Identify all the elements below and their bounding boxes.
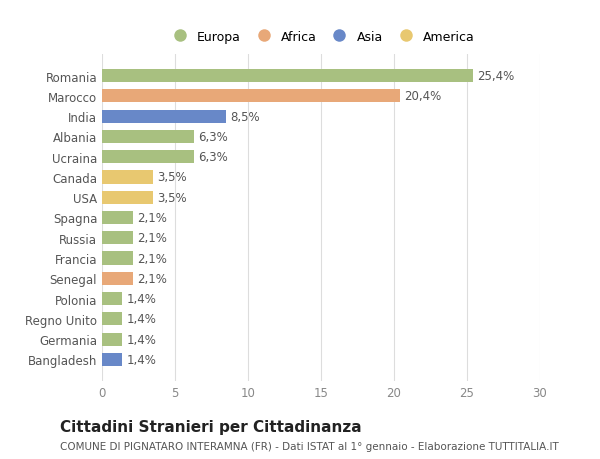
Text: 2,1%: 2,1%: [137, 232, 167, 245]
Bar: [102, 252, 133, 265]
Bar: [102, 90, 400, 103]
Bar: [102, 272, 133, 285]
Bar: [102, 110, 226, 123]
Text: 20,4%: 20,4%: [404, 90, 442, 103]
Bar: [102, 151, 194, 164]
Bar: [102, 212, 133, 224]
Legend: Europa, Africa, Asia, America: Europa, Africa, Asia, America: [162, 25, 480, 48]
Text: 1,4%: 1,4%: [127, 333, 157, 346]
Bar: [102, 333, 122, 346]
Bar: [102, 353, 122, 366]
Bar: [102, 232, 133, 245]
Bar: [102, 171, 153, 184]
Text: 1,4%: 1,4%: [127, 292, 157, 305]
Text: 3,5%: 3,5%: [157, 191, 187, 204]
Bar: [102, 191, 153, 204]
Bar: [102, 313, 122, 326]
Text: 2,1%: 2,1%: [137, 272, 167, 285]
Text: 2,1%: 2,1%: [137, 252, 167, 265]
Bar: [102, 130, 194, 144]
Text: 2,1%: 2,1%: [137, 212, 167, 224]
Text: 1,4%: 1,4%: [127, 313, 157, 325]
Bar: [102, 292, 122, 306]
Text: COMUNE DI PIGNATARO INTERAMNA (FR) - Dati ISTAT al 1° gennaio - Elaborazione TUT: COMUNE DI PIGNATARO INTERAMNA (FR) - Dat…: [60, 441, 559, 451]
Text: 8,5%: 8,5%: [230, 111, 260, 123]
Text: 6,3%: 6,3%: [199, 131, 228, 144]
Text: Cittadini Stranieri per Cittadinanza: Cittadini Stranieri per Cittadinanza: [60, 419, 362, 434]
Bar: [102, 70, 473, 83]
Text: 1,4%: 1,4%: [127, 353, 157, 366]
Text: 25,4%: 25,4%: [477, 70, 514, 83]
Text: 3,5%: 3,5%: [157, 171, 187, 184]
Text: 6,3%: 6,3%: [199, 151, 228, 164]
